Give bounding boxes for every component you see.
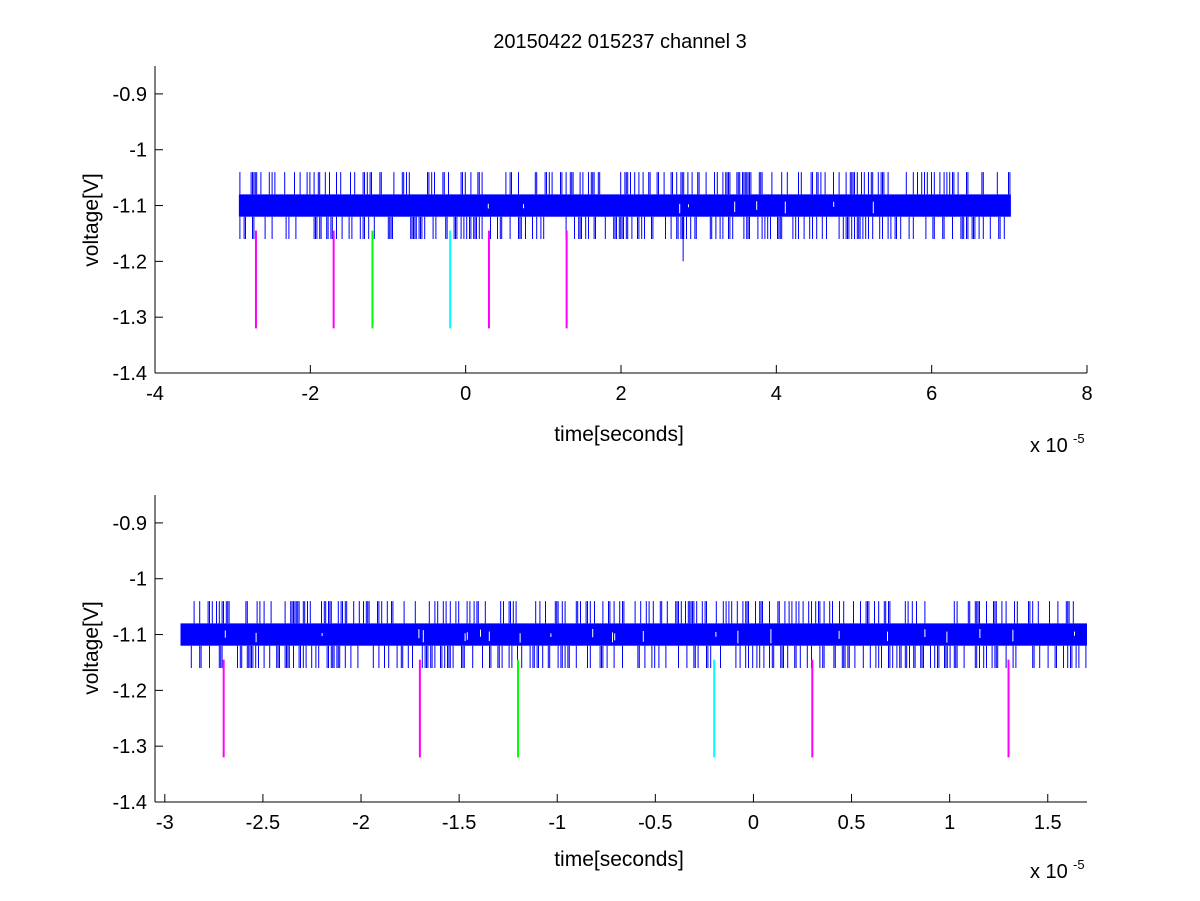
x-tick-label: -1 <box>548 812 566 834</box>
y-tick-label: -0.9 <box>113 513 147 535</box>
x-tick-label: -2 <box>352 812 370 834</box>
bottom-plot-background <box>155 495 1087 802</box>
y-tick-label: -1.3 <box>113 307 147 329</box>
y-tick-label: -0.9 <box>113 84 147 106</box>
x-tick-label: 1 <box>944 812 955 834</box>
x-tick-label: 0 <box>748 812 759 834</box>
top-x-multiplier: x 10 -5 <box>1030 431 1085 457</box>
top-signal-series <box>238 172 1011 262</box>
top-x-axis-label: time[seconds] <box>554 423 684 446</box>
x-tick-label: 0.5 <box>838 812 866 834</box>
signal-band-texture <box>487 201 874 214</box>
bottom-y-axis-label: voltage[V] <box>80 601 103 694</box>
top-axes: -4 -2 0 2 4 6 8 -1.4 -1.3 -1.2 -1.1 -1 -0.9 <box>113 66 1093 405</box>
bottom-x-multiplier-exponent: -5 <box>1073 857 1085 872</box>
x-tick-label: 4 <box>771 383 782 405</box>
top-x-multiplier-base: x 10 <box>1030 435 1068 457</box>
x-tick-label: 6 <box>926 383 937 405</box>
x-tick-label: 1.5 <box>1034 812 1062 834</box>
x-tick-label: -0.5 <box>638 812 672 834</box>
x-tick-label: -2 <box>301 383 319 405</box>
signal-band <box>180 623 1087 646</box>
signal-band <box>238 194 1011 217</box>
y-tick-label: -1.1 <box>113 196 147 218</box>
x-tick-label: 8 <box>1081 383 1092 405</box>
figure-title: 20150422 015237 channel 3 <box>493 31 747 53</box>
bottom-axes: -3 -2.5 -2 -1.5 -1 -0.5 0 0.5 1 1.5 -1.4 -1.3 -1.2 -1… <box>113 495 1087 834</box>
y-tick-label: -1.2 <box>113 251 147 273</box>
bottom-x-multiplier: x 10 -5 <box>1030 857 1085 883</box>
top-x-multiplier-exponent: -5 <box>1073 431 1085 446</box>
y-tick-label: -1 <box>129 569 147 591</box>
top-y-axis-label: voltage[V] <box>80 173 103 266</box>
bottom-x-axis-label: time[seconds] <box>554 848 684 871</box>
x-tick-label: -3 <box>156 812 174 834</box>
x-tick-label: -4 <box>146 383 164 405</box>
y-tick-label: -1.4 <box>113 792 147 814</box>
x-tick-label: 2 <box>615 383 626 405</box>
y-tick-label: -1.3 <box>113 736 147 758</box>
x-tick-label: 0 <box>460 383 471 405</box>
bottom-subplot: -3 -2.5 -2 -1.5 -1 -0.5 0 0.5 1 1.5 -1.4 -1.3 -1.2 -1… <box>80 495 1087 883</box>
x-tick-label: -1.5 <box>442 812 476 834</box>
y-tick-label: -1.1 <box>113 625 147 647</box>
bottom-x-multiplier-base: x 10 <box>1030 861 1068 883</box>
top-subplot: -4 -2 0 2 4 6 8 -1.4 -1.3 -1.2 -1.1 -1 -0.9 time[sec… <box>80 66 1093 457</box>
signal-spikes <box>190 601 1087 668</box>
y-tick-label: -1.4 <box>113 363 147 385</box>
y-tick-label: -1.2 <box>113 680 147 702</box>
signal-spikes <box>239 172 1011 239</box>
x-tick-label: -2.5 <box>246 812 280 834</box>
signal-band-texture <box>224 629 1075 644</box>
bottom-event-markers <box>222 659 1010 758</box>
y-tick-label: -1 <box>129 140 147 162</box>
top-event-markers <box>254 230 568 329</box>
bottom-signal-series <box>180 601 1087 668</box>
